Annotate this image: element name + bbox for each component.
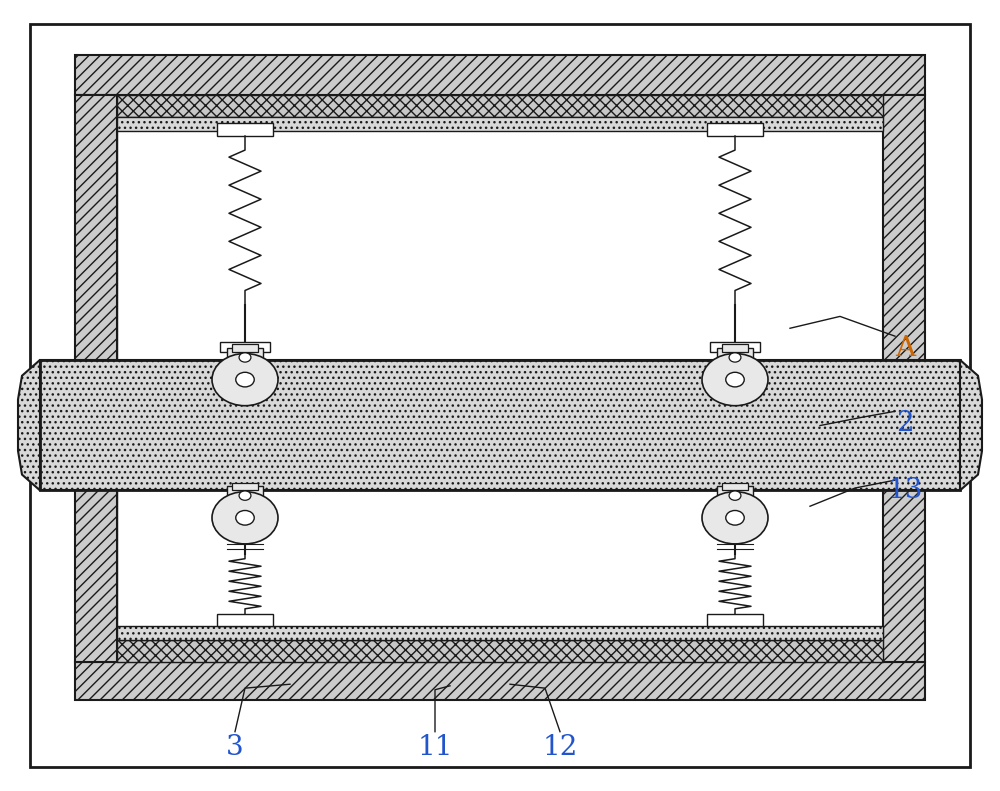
Circle shape xyxy=(729,353,741,362)
Bar xyxy=(232,483,258,490)
Circle shape xyxy=(239,491,251,500)
Bar xyxy=(117,95,883,372)
Circle shape xyxy=(702,354,768,406)
Text: 2: 2 xyxy=(896,410,914,437)
Bar xyxy=(117,486,883,662)
Text: 13: 13 xyxy=(887,477,923,504)
Bar xyxy=(717,348,753,374)
Circle shape xyxy=(239,353,251,362)
Circle shape xyxy=(236,510,254,525)
Text: 11: 11 xyxy=(417,734,453,761)
Circle shape xyxy=(729,491,741,500)
Bar xyxy=(707,614,763,626)
Bar xyxy=(227,486,263,513)
Bar xyxy=(220,506,270,517)
Bar xyxy=(710,342,760,352)
Circle shape xyxy=(236,373,254,387)
Bar xyxy=(220,342,270,352)
Bar xyxy=(40,360,960,490)
Bar xyxy=(75,95,117,372)
Bar xyxy=(710,506,760,517)
Polygon shape xyxy=(18,360,40,490)
Bar xyxy=(117,640,883,662)
Text: 3: 3 xyxy=(226,734,244,761)
Bar xyxy=(75,662,925,700)
Bar xyxy=(717,486,753,513)
Bar xyxy=(117,117,883,131)
Bar xyxy=(232,344,258,352)
Text: A: A xyxy=(895,335,915,361)
Bar xyxy=(217,614,273,626)
Polygon shape xyxy=(960,360,982,490)
Bar xyxy=(883,95,925,372)
Bar xyxy=(117,95,883,117)
Bar xyxy=(707,123,763,136)
Circle shape xyxy=(726,373,744,387)
Circle shape xyxy=(212,492,278,544)
Bar xyxy=(75,55,925,95)
Text: 12: 12 xyxy=(542,734,578,761)
Bar xyxy=(722,344,748,352)
Circle shape xyxy=(702,492,768,544)
Bar xyxy=(722,483,748,490)
Circle shape xyxy=(212,354,278,406)
Bar xyxy=(883,486,925,662)
Bar xyxy=(75,486,117,662)
Circle shape xyxy=(726,510,744,525)
Bar xyxy=(217,123,273,136)
Bar xyxy=(117,626,883,640)
Bar xyxy=(227,348,263,374)
